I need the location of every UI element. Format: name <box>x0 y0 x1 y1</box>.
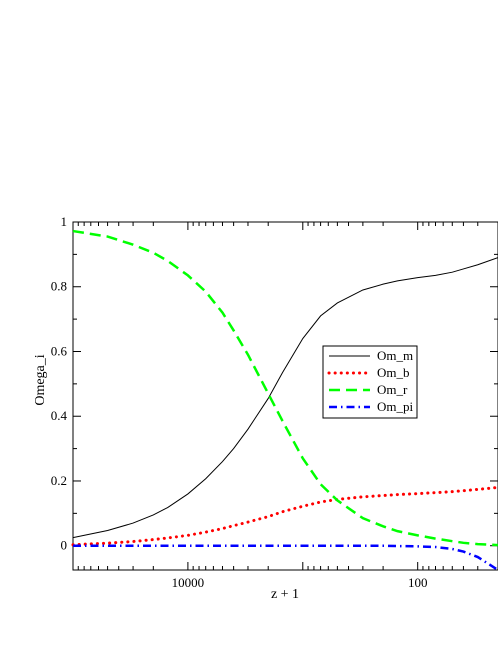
series-line-om-b <box>71 485 498 547</box>
axis-ticks <box>72 221 498 570</box>
plot-frame <box>72 221 498 571</box>
legend-label: Om_r <box>377 382 408 397</box>
series-lines <box>71 229 498 572</box>
x-tick-label: 10000 <box>172 575 205 590</box>
series-line-om-m <box>72 257 498 539</box>
series-line-om-pi <box>73 544 498 572</box>
y-tick-label: 0.4 <box>51 408 68 423</box>
y-tick-label: 1 <box>61 214 68 229</box>
x-axis-label: z + 1 <box>271 587 299 602</box>
legend-label: Om_pi <box>377 399 414 414</box>
y-tick-label: 0 <box>61 538 68 553</box>
legend: Om_m Om_b Om_r Om_pi <box>322 345 418 419</box>
y-tick-label: 0.6 <box>51 343 68 358</box>
series-line-om-r <box>72 229 498 547</box>
legend-label: Om_m <box>377 348 413 363</box>
y-tick-label: 0.2 <box>51 473 67 488</box>
x-tick-label: 100 <box>408 575 428 590</box>
y-axis-label: Omega_i <box>33 354 48 405</box>
tick-labels: 0 0.2 0.4 0.6 0.8 1 10000 100 <box>51 214 428 590</box>
legend-label: Om_b <box>377 365 410 380</box>
y-tick-label: 0.8 <box>51 279 67 294</box>
